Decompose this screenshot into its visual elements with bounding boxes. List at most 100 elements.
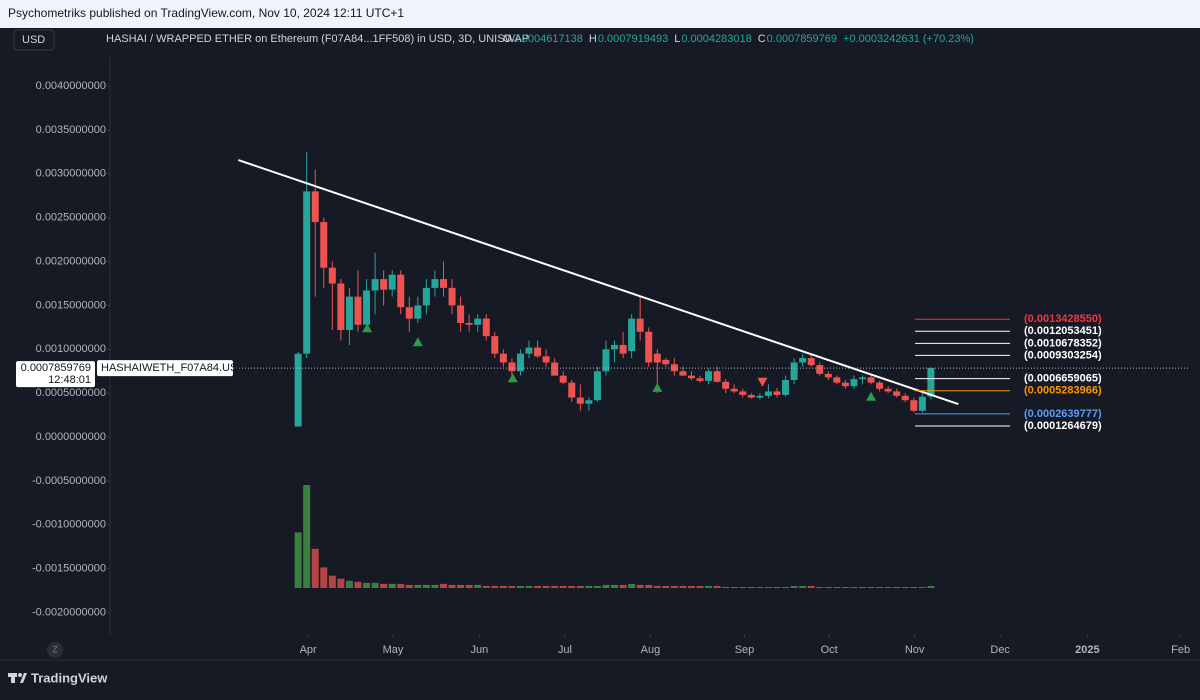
x-tick-label: Aug [641, 644, 661, 656]
candle-body [799, 358, 807, 363]
volume-bar [448, 584, 456, 588]
level-label: (0.0006659065) [1024, 373, 1102, 385]
candle-body [414, 305, 422, 319]
candle-body [764, 391, 772, 396]
candle-body [927, 368, 935, 397]
candle-body [585, 400, 593, 404]
y-tick-label: 0.0015000000 [36, 299, 106, 311]
candle-body [756, 395, 764, 398]
volume-bar [491, 585, 499, 588]
volume-bar [380, 583, 388, 588]
candle-body [448, 287, 456, 306]
y-tick-label: -0.0005000000 [32, 475, 106, 487]
volume-bar [397, 583, 405, 588]
signal-marker [652, 382, 663, 392]
candle-body [833, 377, 841, 383]
candle-body [388, 274, 396, 290]
candle-body [397, 274, 405, 308]
candle-body [405, 307, 413, 319]
x-tick-label: Jun [471, 644, 489, 656]
candle-body [773, 391, 781, 395]
candle-body [910, 400, 918, 411]
volume-bar [645, 584, 653, 588]
volume-bar [585, 585, 593, 588]
candle-body [918, 396, 926, 411]
volume-bar [713, 585, 721, 588]
candle-body [328, 267, 336, 284]
candle-body [722, 381, 730, 389]
candle-body [619, 344, 627, 354]
level-label: (0.0010678352) [1024, 337, 1102, 349]
volume-bar [294, 532, 302, 588]
trend-line [237, 159, 959, 406]
level-label: (0.0009303254) [1024, 349, 1102, 361]
candle-body [653, 353, 661, 363]
symbol-title: HASHAI / WRAPPED ETHER on Ethereum (F07A… [106, 33, 529, 45]
ohlc-letter: O [503, 33, 512, 45]
candle-body [850, 379, 858, 387]
volume-bar [611, 584, 619, 588]
volume-bar [679, 585, 687, 588]
volume-bar [371, 582, 379, 588]
candle-body [730, 388, 738, 392]
volume-bar [422, 584, 430, 588]
volume-bar [705, 585, 713, 588]
level-label: (0.0013428550) [1024, 313, 1102, 325]
candle-body [371, 279, 379, 291]
candle-body [662, 359, 670, 365]
y-tick-label: -0.0010000000 [32, 519, 106, 531]
candle-body [439, 279, 447, 288]
price-tag-time: 12:48:01 [48, 374, 91, 386]
currency-label[interactable]: USD [22, 34, 45, 46]
y-tick-label: 0.0010000000 [36, 343, 106, 355]
volume-bar [876, 586, 884, 588]
volume-bar [696, 585, 704, 588]
candle-body [687, 375, 695, 379]
candle-body [551, 362, 559, 376]
y-tick-label: 0.0020000000 [36, 255, 106, 267]
price-tag-box [16, 361, 95, 388]
volume-bar [551, 585, 559, 588]
ohlc-value: 0.0004617138 [513, 33, 583, 45]
ohlc-value: 0.0007919493 [598, 33, 668, 45]
currency-button[interactable] [13, 29, 55, 51]
ohlc-value: 0.0004283018 [681, 33, 751, 45]
candle-body [901, 395, 909, 401]
volume-bar [636, 584, 644, 588]
volume-bar [773, 586, 781, 588]
zoom-label[interactable]: Z [52, 644, 58, 654]
signal-marker [507, 373, 518, 383]
volume-bar [345, 580, 353, 588]
candle-body [841, 382, 849, 387]
x-tick-label: 2025 [1075, 644, 1099, 656]
level-label: (0.0002639777) [1024, 408, 1102, 420]
signal-marker [757, 377, 768, 387]
candle-body [431, 279, 439, 288]
volume-bar [593, 585, 601, 588]
volume-bar [363, 582, 371, 588]
volume-bar [303, 485, 311, 588]
x-tick-label: Apr [300, 644, 317, 656]
volume-bar [790, 585, 798, 588]
volume-bar [850, 586, 858, 588]
x-tick-label: Feb [1171, 644, 1190, 656]
volume-bar [320, 567, 328, 588]
volume-bar [816, 586, 824, 588]
volume-bar [474, 584, 482, 588]
x-tick-label: Sep [735, 644, 755, 656]
candle-body [320, 222, 328, 268]
y-tick-label: 0.0030000000 [36, 168, 106, 180]
volume-bar [465, 584, 473, 588]
candle-body [705, 371, 713, 381]
volume-bar [439, 583, 447, 588]
volume-bar [602, 584, 610, 588]
candle-body [867, 377, 875, 383]
volume-bar [508, 585, 516, 588]
candle-body [465, 322, 473, 325]
volume-bar [628, 583, 636, 588]
candle-body [593, 371, 601, 401]
candle-body [602, 349, 610, 372]
volume-bar [542, 585, 550, 588]
volume-bar [568, 585, 576, 588]
zoom-button[interactable] [47, 642, 63, 658]
